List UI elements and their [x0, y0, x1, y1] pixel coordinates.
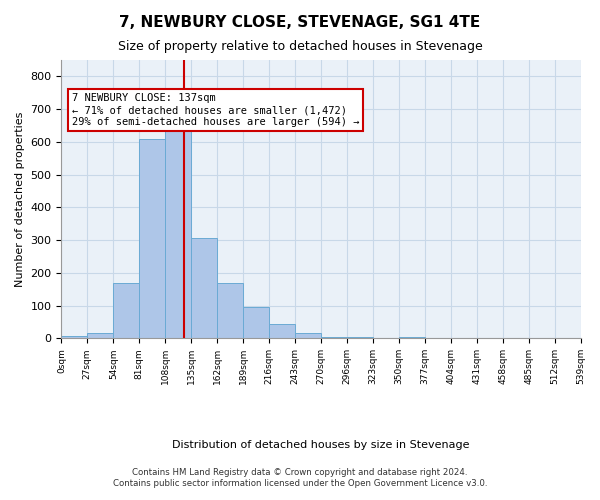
Bar — [113, 282, 139, 339]
Bar — [165, 126, 191, 338]
Bar — [269, 324, 295, 338]
Text: Size of property relative to detached houses in Stevenage: Size of property relative to detached ho… — [118, 40, 482, 53]
Text: Contains HM Land Registry data © Crown copyright and database right 2024.
Contai: Contains HM Land Registry data © Crown c… — [113, 468, 487, 487]
Bar — [347, 337, 373, 338]
Text: 7 NEWBURY CLOSE: 137sqm
← 71% of detached houses are smaller (1,472)
29% of semi: 7 NEWBURY CLOSE: 137sqm ← 71% of detache… — [72, 94, 359, 126]
Bar — [321, 336, 347, 338]
Bar — [139, 138, 165, 338]
Bar — [243, 306, 269, 338]
Bar — [217, 284, 243, 339]
Bar — [61, 336, 88, 338]
Bar — [295, 334, 321, 338]
Bar — [191, 238, 217, 338]
Bar — [88, 334, 113, 338]
Text: 7, NEWBURY CLOSE, STEVENAGE, SG1 4TE: 7, NEWBURY CLOSE, STEVENAGE, SG1 4TE — [119, 15, 481, 30]
Bar — [399, 336, 425, 338]
X-axis label: Distribution of detached houses by size in Stevenage: Distribution of detached houses by size … — [172, 440, 470, 450]
Y-axis label: Number of detached properties: Number of detached properties — [15, 112, 25, 287]
